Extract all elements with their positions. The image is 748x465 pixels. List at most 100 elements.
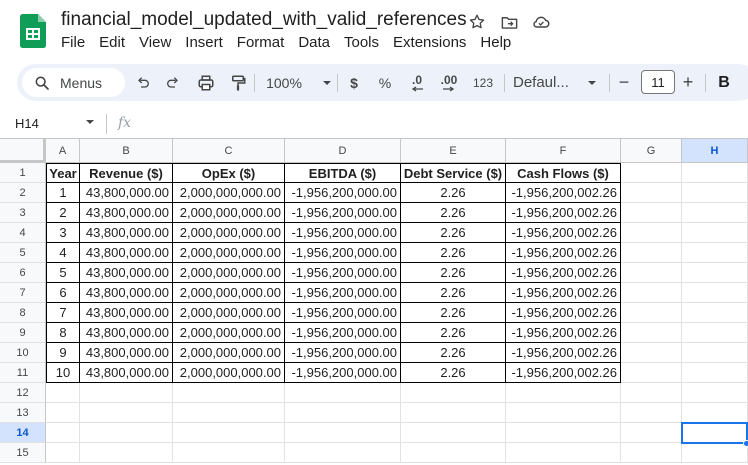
cell-d15[interactable] <box>285 443 401 463</box>
increase-font-size-button[interactable]: + <box>682 72 694 92</box>
cell-h3[interactable] <box>682 203 748 223</box>
table-cell[interactable]: -1,956,200,002.26 <box>506 363 621 383</box>
table-cell[interactable]: 43,800,000.00 <box>80 363 173 383</box>
cell-c13[interactable] <box>173 403 285 423</box>
cell-g14[interactable] <box>621 423 682 443</box>
row-header-13[interactable]: 13 <box>0 403 46 423</box>
table-cell[interactable]: 2.26 <box>401 243 506 263</box>
table-cell[interactable]: 2,000,000,000.00 <box>173 363 285 383</box>
table-cell[interactable]: 2,000,000,000.00 <box>173 263 285 283</box>
table-cell[interactable]: -1,956,200,000.00 <box>285 363 401 383</box>
cell-g15[interactable] <box>621 443 682 463</box>
cell-h1[interactable] <box>682 163 748 183</box>
table-cell[interactable]: -1,956,200,002.26 <box>506 203 621 223</box>
move-folder-icon[interactable] <box>498 11 520 33</box>
table-cell[interactable]: 2,000,000,000.00 <box>173 223 285 243</box>
cell-e15[interactable] <box>401 443 506 463</box>
menu-edit[interactable]: Edit <box>99 34 126 51</box>
table-cell[interactable]: 2 <box>46 203 80 223</box>
cell-h6[interactable] <box>682 263 748 283</box>
table-cell[interactable]: 1 <box>46 183 80 203</box>
more-formats-button[interactable]: 123 <box>472 75 494 90</box>
table-header-cell[interactable]: Year <box>46 163 80 183</box>
star-icon[interactable] <box>466 11 488 33</box>
column-header-f[interactable]: F <box>506 139 621 163</box>
row-header-12[interactable]: 12 <box>0 383 46 403</box>
row-header-15[interactable]: 15 <box>0 443 46 463</box>
cell-d14[interactable] <box>285 423 401 443</box>
table-cell[interactable]: 5 <box>46 263 80 283</box>
cell-h8[interactable] <box>682 303 748 323</box>
table-cell[interactable]: 2.26 <box>401 363 506 383</box>
menu-format[interactable]: Format <box>236 34 285 51</box>
table-cell[interactable]: 2.26 <box>401 323 506 343</box>
table-cell[interactable]: -1,956,200,000.00 <box>285 183 401 203</box>
cell-g12[interactable] <box>621 383 682 403</box>
table-cell[interactable]: -1,956,200,000.00 <box>285 343 401 363</box>
cell-c14[interactable] <box>173 423 285 443</box>
row-header-9[interactable]: 9 <box>0 323 46 343</box>
table-cell[interactable]: -1,956,200,002.26 <box>506 243 621 263</box>
table-cell[interactable]: -1,956,200,000.00 <box>285 243 401 263</box>
table-cell[interactable]: 8 <box>46 323 80 343</box>
table-cell[interactable]: -1,956,200,000.00 <box>285 323 401 343</box>
table-cell[interactable]: 7 <box>46 303 80 323</box>
cell-g5[interactable] <box>621 243 682 263</box>
sheets-logo-icon[interactable] <box>20 14 46 48</box>
cell-c12[interactable] <box>173 383 285 403</box>
table-cell[interactable]: 43,800,000.00 <box>80 303 173 323</box>
cell-f15[interactable] <box>506 443 621 463</box>
table-cell[interactable]: -1,956,200,000.00 <box>285 283 401 303</box>
table-cell[interactable]: 2,000,000,000.00 <box>173 343 285 363</box>
menu-help[interactable]: Help <box>480 34 512 51</box>
search-menus[interactable]: Menus <box>22 68 125 97</box>
cell-b13[interactable] <box>80 403 173 423</box>
table-cell[interactable]: -1,956,200,002.26 <box>506 283 621 303</box>
cell-g11[interactable] <box>621 363 682 383</box>
cell-a14[interactable] <box>46 423 80 443</box>
cell-h13[interactable] <box>682 403 748 423</box>
table-cell[interactable]: 43,800,000.00 <box>80 243 173 263</box>
cell-g3[interactable] <box>621 203 682 223</box>
decrease-font-size-button[interactable]: − <box>618 72 630 92</box>
table-cell[interactable]: -1,956,200,002.26 <box>506 183 621 203</box>
column-header-g[interactable]: G <box>621 139 682 163</box>
table-cell[interactable]: 2,000,000,000.00 <box>173 283 285 303</box>
table-cell[interactable]: 6 <box>46 283 80 303</box>
menu-file[interactable]: File <box>61 34 86 51</box>
row-header-14[interactable]: 14 <box>0 423 46 443</box>
table-cell[interactable]: 2.26 <box>401 203 506 223</box>
table-cell[interactable]: 2.26 <box>401 223 506 243</box>
row-header-3[interactable]: 3 <box>0 203 46 223</box>
select-all-corner[interactable] <box>0 139 46 163</box>
cell-g2[interactable] <box>621 183 682 203</box>
font-select[interactable]: Defaul... <box>513 64 603 101</box>
font-size-input[interactable]: 11 <box>641 70 675 94</box>
row-header-2[interactable]: 2 <box>0 183 46 203</box>
table-cell[interactable]: 2,000,000,000.00 <box>173 183 285 203</box>
row-header-6[interactable]: 6 <box>0 263 46 283</box>
cell-h9[interactable] <box>682 323 748 343</box>
table-cell[interactable]: -1,956,200,000.00 <box>285 303 401 323</box>
table-cell[interactable]: 2.26 <box>401 183 506 203</box>
column-header-b[interactable]: B <box>80 139 173 163</box>
row-header-4[interactable]: 4 <box>0 223 46 243</box>
selected-cell-outline[interactable] <box>681 422 748 444</box>
fill-handle[interactable] <box>743 440 748 447</box>
table-header-cell[interactable]: Cash Flows ($) <box>506 163 621 183</box>
cell-g4[interactable] <box>621 223 682 243</box>
row-header-10[interactable]: 10 <box>0 343 46 363</box>
column-header-d[interactable]: D <box>285 139 401 163</box>
name-box[interactable]: H14 <box>15 116 39 131</box>
table-cell[interactable]: 3 <box>46 223 80 243</box>
table-header-cell[interactable]: EBITDA ($) <box>285 163 401 183</box>
table-cell[interactable]: 2,000,000,000.00 <box>173 203 285 223</box>
cell-b15[interactable] <box>80 443 173 463</box>
decrease-decimal-button[interactable]: .0 <box>405 64 429 101</box>
cell-g13[interactable] <box>621 403 682 423</box>
cell-h7[interactable] <box>682 283 748 303</box>
cloud-status-icon[interactable] <box>530 11 552 33</box>
cell-g6[interactable] <box>621 263 682 283</box>
redo-icon[interactable] <box>163 64 183 101</box>
cell-b14[interactable] <box>80 423 173 443</box>
